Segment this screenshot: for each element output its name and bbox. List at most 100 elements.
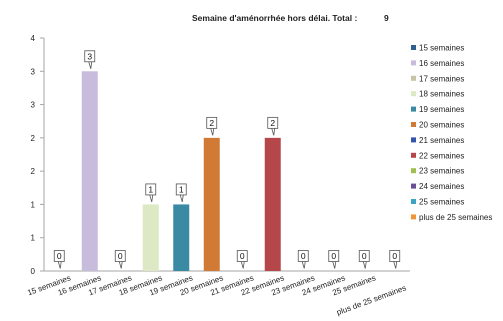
data-label: 0 xyxy=(53,250,65,269)
data-label-box xyxy=(267,116,279,129)
y-tick-label: 4 xyxy=(31,34,36,43)
data-label-box xyxy=(145,183,157,196)
legend-swatch xyxy=(411,168,416,174)
data-label-box xyxy=(358,250,370,262)
legend-swatch xyxy=(411,214,416,220)
y-tick-label: 3 xyxy=(31,67,36,76)
data-label-pointer xyxy=(210,128,215,136)
data-label-text: 0 xyxy=(118,251,123,261)
legend-label: 16 semaines xyxy=(419,59,464,68)
data-label-text: 0 xyxy=(240,251,245,261)
data-label: 0 xyxy=(389,250,401,269)
legend: 15 semaines 16 semaines 17 semaines 18 sema… xyxy=(411,44,492,222)
data-label: 0 xyxy=(114,250,126,269)
legend-swatch xyxy=(411,183,416,189)
legend-label: 15 semaines xyxy=(419,44,464,53)
legend-item: 18 semaines xyxy=(411,90,464,99)
legend-label: 23 semaines xyxy=(419,167,464,176)
data-label: 3 xyxy=(84,50,96,69)
legend-item: 15 semaines xyxy=(411,44,464,53)
legend-item: 22 semaines xyxy=(411,151,464,160)
data-label-pointer xyxy=(149,194,154,203)
data-label: 1 xyxy=(175,183,187,203)
legend-swatch xyxy=(411,199,416,204)
legend-swatch xyxy=(411,137,416,143)
data-label-pointer xyxy=(301,261,306,269)
data-label-pointer xyxy=(118,261,123,269)
data-label-text: 0 xyxy=(392,251,397,261)
data-label-box xyxy=(84,50,96,63)
data-label-pointer xyxy=(362,261,367,269)
data-label-box xyxy=(53,250,65,262)
data-label-text: 0 xyxy=(362,251,367,261)
data-label-box xyxy=(175,183,187,196)
data-label-pointer xyxy=(57,261,62,269)
legend-label: 19 semaines xyxy=(419,105,464,114)
legend-swatch xyxy=(411,60,416,66)
data-label-pointer xyxy=(271,128,276,136)
data-label: 0 xyxy=(328,250,340,269)
data-label-pointer xyxy=(179,194,184,203)
legend-item: 21 semaines xyxy=(411,136,464,145)
legend-swatch xyxy=(411,45,416,50)
data-label-text: 3 xyxy=(87,51,92,61)
data-label: 2 xyxy=(267,116,279,136)
data-label: 0 xyxy=(297,250,309,269)
data-label: 1 xyxy=(145,183,157,203)
data-label-text: 0 xyxy=(331,251,336,261)
data-label-text: 1 xyxy=(179,184,184,194)
legend-label: 18 semaines xyxy=(419,90,464,99)
bar xyxy=(264,137,281,271)
data-label-pointer xyxy=(393,261,398,269)
bar xyxy=(81,71,98,272)
legend-swatch xyxy=(411,91,416,97)
data-label: 0 xyxy=(236,250,248,269)
legend-label: 24 semaines xyxy=(419,182,464,191)
data-label-box xyxy=(297,250,309,262)
data-label-text: 0 xyxy=(57,251,62,261)
data-label-box xyxy=(389,250,401,262)
bar xyxy=(142,204,159,271)
y-tick-label: 2 xyxy=(31,167,36,176)
legend-label: 22 semaines xyxy=(419,151,464,160)
y-tick-label: 0 xyxy=(31,267,36,276)
y-tick-label: 2 xyxy=(31,134,36,143)
legend-label: 25 semaines xyxy=(419,198,464,207)
bar xyxy=(203,137,220,271)
data-label-box xyxy=(328,250,340,262)
legend-item: 19 semaines xyxy=(411,105,464,114)
y-axis: 0 1 1 2 2 3 3 4 xyxy=(31,34,45,276)
legend-item: 24 semaines xyxy=(411,182,464,191)
legend-item: 20 semaines xyxy=(411,121,464,130)
legend-item: 17 semaines xyxy=(411,74,464,83)
legend-label: plus de 25 semaines xyxy=(419,213,492,222)
y-tick-label: 1 xyxy=(31,234,36,243)
legend-item: plus de 25 semaines xyxy=(411,213,492,222)
data-label-text: 1 xyxy=(148,184,153,194)
chart-title: Semaine d'aménorrhée hors délai. Total : xyxy=(192,13,357,23)
data-label-text: 2 xyxy=(270,118,275,128)
legend-label: 20 semaines xyxy=(419,121,464,130)
data-label-text: 2 xyxy=(209,118,214,128)
data-label: 2 xyxy=(206,116,218,136)
data-label-pointer xyxy=(240,261,245,269)
legend-item: 25 semaines xyxy=(411,198,464,207)
bar xyxy=(173,204,190,271)
legend-swatch xyxy=(411,122,416,127)
data-label-box xyxy=(236,250,248,262)
y-tick-label: 3 xyxy=(31,101,36,110)
chart-total: 9 xyxy=(384,13,389,23)
data-label-pointer xyxy=(88,61,93,69)
legend-label: 21 semaines xyxy=(419,136,464,145)
legend-item: 16 semaines xyxy=(411,59,464,68)
data-label-box xyxy=(206,116,218,129)
data-label-box xyxy=(114,250,126,262)
legend-swatch xyxy=(411,106,416,112)
data-label-pointer xyxy=(332,261,337,269)
data-label-text: 0 xyxy=(301,251,306,261)
legend-label: 17 semaines xyxy=(419,74,464,83)
legend-swatch xyxy=(411,75,416,81)
data-label: 0 xyxy=(358,250,370,269)
y-tick-label: 1 xyxy=(31,200,36,209)
